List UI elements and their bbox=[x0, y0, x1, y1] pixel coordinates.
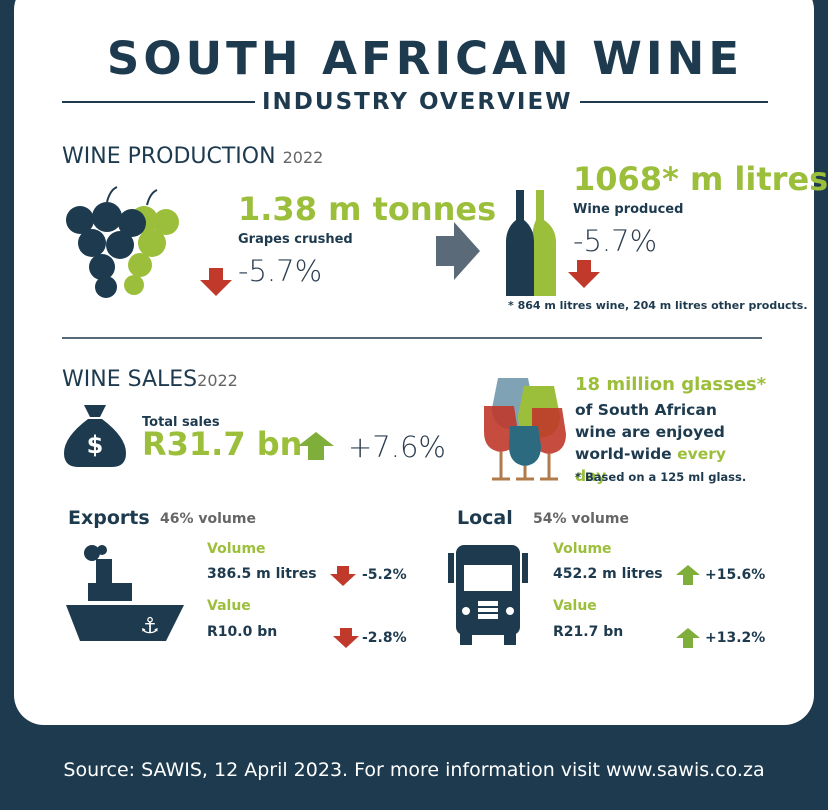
up-arrow bbox=[676, 628, 700, 648]
heading: WINE PRODUCTION bbox=[62, 144, 276, 169]
local-volume-label: Volume bbox=[553, 541, 612, 557]
exports-value-label: Value bbox=[207, 598, 251, 614]
grapes-label: Grapes crushed bbox=[238, 232, 353, 247]
local-volume: 452.2 m litres bbox=[553, 566, 663, 582]
text: of South African wine are enjoyed world-… bbox=[575, 401, 725, 463]
local-share: 54% volume bbox=[533, 511, 629, 527]
subtitle: INDUSTRY OVERVIEW bbox=[262, 89, 573, 115]
local-title: Local bbox=[457, 507, 513, 529]
exports-volume-label: Volume bbox=[207, 541, 266, 557]
glasses-headline: 18 million glasses* bbox=[575, 374, 767, 395]
money-bag-icon: $ bbox=[64, 405, 126, 467]
exports-share: 46% volume bbox=[160, 511, 256, 527]
down-arrow bbox=[333, 628, 359, 648]
sales-label: Total sales bbox=[142, 415, 220, 430]
grapes-value: 1.38 m tonnes bbox=[238, 190, 497, 228]
up-arrow bbox=[676, 565, 700, 585]
wine-note: * 864 m litres wine, 204 m litres other … bbox=[508, 299, 808, 312]
down-arrow bbox=[200, 268, 232, 296]
down-arrow bbox=[330, 566, 356, 586]
svg-text:⚓: ⚓ bbox=[140, 614, 160, 639]
grapes-icon bbox=[66, 186, 179, 298]
exports-volume: 386.5 m litres bbox=[207, 566, 317, 582]
exports-value-change: -2.8% bbox=[362, 630, 407, 646]
year: 2022 bbox=[197, 371, 238, 390]
section-heading: WINE SALES2022 bbox=[62, 367, 238, 392]
wine-change: -5.7% bbox=[573, 224, 658, 258]
glasses-icon bbox=[484, 378, 566, 481]
exports-volume-change: -5.2% bbox=[362, 567, 407, 583]
exports-title: Exports bbox=[68, 507, 150, 529]
down-arrow bbox=[568, 260, 600, 288]
local-value-change: +13.2% bbox=[705, 630, 766, 646]
card bbox=[14, 0, 814, 725]
up-arrow bbox=[298, 432, 334, 460]
bottles-icon bbox=[506, 190, 556, 296]
local-value: R21.7 bn bbox=[553, 624, 624, 640]
separator bbox=[62, 337, 762, 339]
truck-icon bbox=[448, 545, 528, 645]
section-heading: WINE PRODUCTION 2022 bbox=[62, 144, 323, 169]
title: SOUTH AFRICAN WINE bbox=[106, 32, 744, 85]
flow-arrow bbox=[436, 222, 480, 280]
local-volume-change: +15.6% bbox=[705, 567, 766, 583]
grapes-change: -5.7% bbox=[238, 254, 323, 288]
svg-text:$: $ bbox=[87, 431, 104, 459]
sales-value: R31.7 bn bbox=[142, 425, 303, 463]
footer: Source: SAWIS, 12 April 2023. For more i… bbox=[63, 759, 765, 781]
exports-value: R10.0 bn bbox=[207, 624, 278, 640]
ship-icon: ⚓ bbox=[66, 545, 184, 641]
glasses-text: of South African wine are enjoyed world-… bbox=[575, 399, 750, 487]
highlight: every day bbox=[575, 445, 726, 485]
wine-value: 1068* m litres bbox=[573, 160, 828, 198]
glasses-note: * Based on a 125 ml glass. bbox=[575, 470, 747, 484]
year: 2022 bbox=[282, 148, 324, 167]
local-value-label: Value bbox=[553, 598, 597, 614]
wine-label: Wine produced bbox=[573, 202, 684, 217]
sales-change: +7.6% bbox=[348, 430, 446, 464]
title-rules bbox=[62, 101, 768, 103]
heading: WINE SALES bbox=[62, 367, 198, 392]
